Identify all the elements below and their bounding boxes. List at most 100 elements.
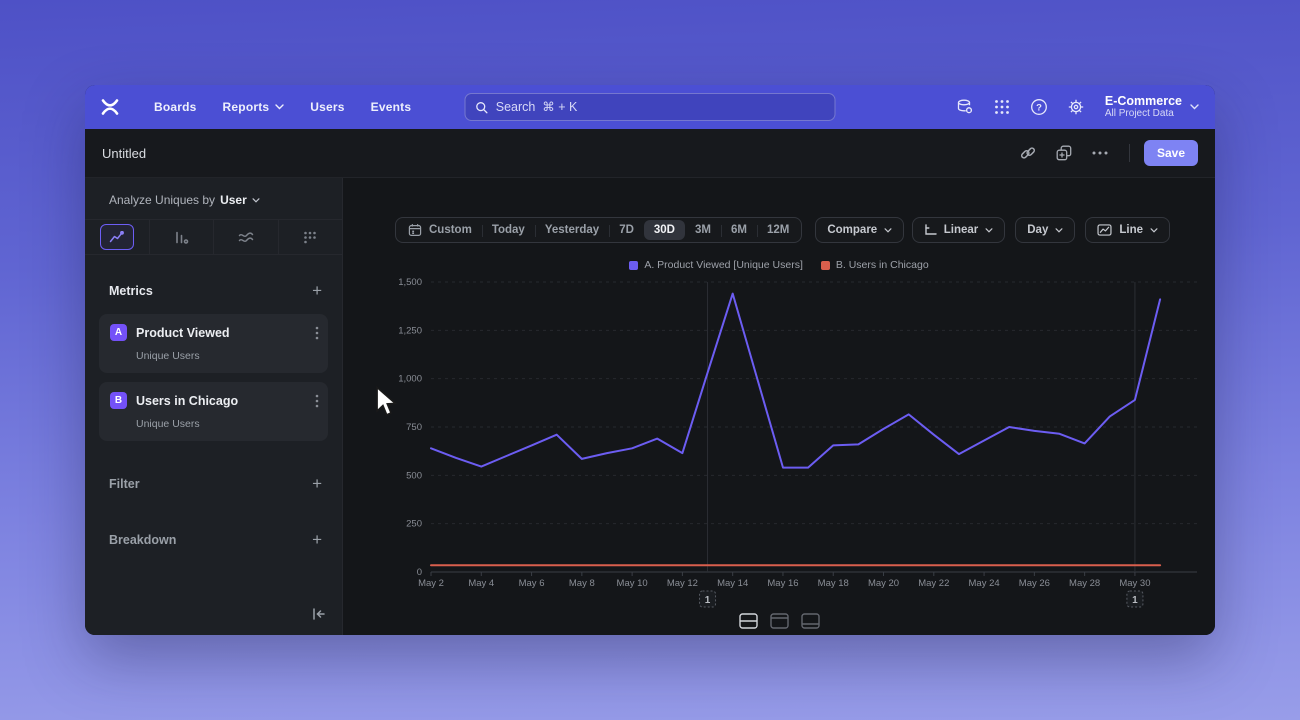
analyze-entity-selector[interactable]: User [220,193,260,207]
chevron-down-icon [275,104,284,110]
nav-item-reports[interactable]: Reports [210,100,298,114]
breakdown-section-header: Breakdown + [85,530,342,550]
analyze-row: Analyze Uniques by User [85,178,342,219]
legend-item-b[interactable]: B. Users in Chicago [820,259,929,271]
svg-text:May 20: May 20 [868,578,899,589]
legend-label: B. Users in Chicago [835,259,929,271]
line-chart-canvas[interactable]: 0 250 500 750 1,000 1,250 1,500 1 1 May 2 May 4 May… [343,275,1215,620]
svg-text:May 28: May 28 [1069,578,1100,589]
svg-text:May 16: May 16 [767,578,798,589]
collapse-sidebar-icon[interactable] [312,607,326,625]
metric-name[interactable]: Users in Chicago [136,393,239,408]
metrics-title: Metrics [109,284,153,298]
metric-options-icon[interactable] [315,394,319,413]
date-range-group: Custom Today Yesterday 7D 30D 3M 6M 12M [395,217,803,243]
nav-item-boards[interactable]: Boards [141,100,210,114]
more-options-icon[interactable] [1085,140,1115,166]
mixpanel-logo-icon[interactable] [101,99,119,115]
line-chart-icon [1097,224,1112,236]
layout-chart-view-icon[interactable] [768,611,790,631]
layout-split-view-icon[interactable] [737,611,759,631]
svg-text:?: ? [1036,103,1042,114]
range-label: 30D [653,224,675,236]
help-icon[interactable]: ? [1025,93,1053,121]
scale-label: Linear [943,224,979,236]
range-label: Today [491,224,525,236]
chart-panel: Custom Today Yesterday 7D 30D 3M 6M 12M … [343,178,1215,635]
range-6m[interactable]: 6M [720,220,757,240]
nav-item-events[interactable]: Events [358,100,425,114]
range-label: 3M [695,224,711,236]
metric-measure[interactable]: Unique Users [136,350,200,362]
svg-text:May 8: May 8 [569,578,595,589]
data-management-icon[interactable] [951,93,979,121]
svg-text:May 18: May 18 [818,578,849,589]
range-yesterday[interactable]: Yesterday [534,220,609,240]
tab-line-chart[interactable] [85,220,150,254]
legend-swatch-a [629,260,639,270]
svg-text:May 2: May 2 [418,578,444,589]
range-30d[interactable]: 30D [643,220,685,240]
layout-table-view-icon[interactable] [799,611,821,631]
settings-gear-icon[interactable] [1062,93,1090,121]
project-selector[interactable]: E-Commerce All Project Data [1105,94,1199,120]
add-metric-button[interactable]: + [312,281,322,300]
project-subtitle: All Project Data [1104,108,1174,119]
range-label: 12M [766,224,790,236]
nav-item-users[interactable]: Users [297,100,357,114]
filter-section-header: Filter + [85,474,342,494]
range-label: 7D [619,224,634,236]
layout-toggles [737,611,821,631]
nav-right-controls: ? E-Commerce All Project Data [951,93,1199,121]
add-breakdown-button[interactable]: + [312,530,322,549]
metric-options-icon[interactable] [315,326,319,345]
project-name: E-Commerce [1104,94,1182,108]
svg-text:1,500: 1,500 [398,277,422,288]
apps-grid-icon[interactable] [988,93,1016,121]
report-header: Untitled Save [85,129,1215,178]
divider [1128,144,1130,162]
range-custom[interactable]: Custom [398,219,482,241]
svg-text:May 24: May 24 [969,578,1000,589]
compare-button[interactable]: Compare [815,217,905,243]
svg-text:1,250: 1,250 [398,325,422,336]
line-chart-icon [99,224,134,250]
chart-legend: A. Product Viewed [Unique Users] B. User… [343,259,1215,271]
search-input[interactable] [495,100,825,114]
chart-type-tabs [85,219,342,255]
duplicate-icon[interactable] [1049,140,1079,166]
svg-text:May 26: May 26 [1019,578,1050,589]
add-filter-button[interactable]: + [312,474,322,493]
tab-bar-chart[interactable] [150,220,214,254]
legend-item-a[interactable]: A. Product Viewed [Unique Users] [629,259,803,271]
svg-text:May 6: May 6 [519,578,545,589]
share-link-icon[interactable] [1013,140,1043,166]
range-7d[interactable]: 7D [609,220,644,240]
report-title[interactable]: Untitled [102,145,147,161]
range-12m[interactable]: 12M [756,220,799,240]
metric-card-a[interactable]: A Product Viewed Unique Users [99,314,328,373]
metric-measure[interactable]: Unique Users [136,418,200,430]
chevron-down-icon [252,197,260,203]
svg-text:750: 750 [406,422,422,433]
svg-text:0: 0 [417,567,422,578]
metric-badge-b: B [110,392,127,409]
metrics-section-header: Metrics + [85,281,342,301]
granularity-selector-button[interactable]: Day [1015,217,1076,243]
tab-flows[interactable] [214,220,279,254]
tab-retention[interactable] [279,220,343,254]
chart-type-selector-button[interactable]: Line [1085,217,1170,243]
bar-chart-icon [164,224,198,250]
analyze-prefix: Analyze Uniques by [109,193,216,207]
nav-item-label: Users [310,100,345,114]
metric-name[interactable]: Product Viewed [136,325,230,340]
range-3m[interactable]: 3M [685,220,721,240]
save-button[interactable]: Save [1143,140,1198,166]
range-today[interactable]: Today [481,220,535,240]
scale-selector-button[interactable]: Linear [911,217,1006,243]
svg-text:500: 500 [406,470,422,481]
metric-card-b[interactable]: B Users in Chicago Unique Users [99,382,328,441]
global-search[interactable] [464,93,836,121]
chevron-down-icon [985,227,993,233]
